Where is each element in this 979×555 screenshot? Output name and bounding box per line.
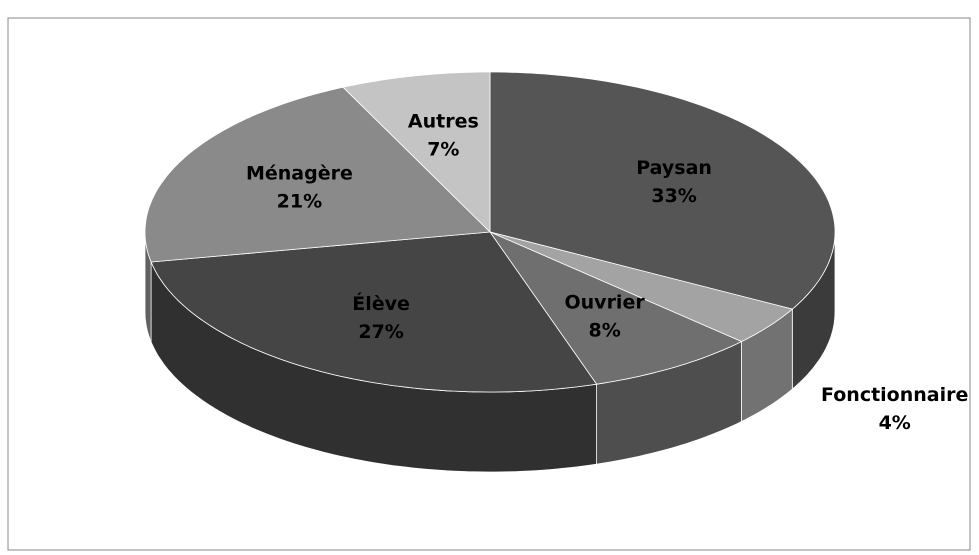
pie-slice [488, 231, 743, 385]
slice-label: Paysan [636, 157, 712, 179]
slice-label: Autres [408, 111, 479, 133]
slice-value-label: 8% [588, 319, 620, 341]
slice-label: Fonctionnaire [821, 384, 968, 406]
pie-slice [144, 86, 491, 263]
slice-value-label: 33% [651, 185, 696, 207]
pie-slice [489, 231, 794, 342]
slice-label: Ménagère [246, 162, 353, 184]
pie-slice [489, 71, 836, 310]
slice-label: Ouvrier [565, 291, 646, 313]
slice-value-label: 27% [358, 321, 403, 343]
slice-label: Élève [352, 292, 410, 315]
pie-slice [342, 71, 491, 233]
slice-value-label: 4% [879, 412, 911, 434]
slice-value-label: 21% [277, 190, 322, 212]
pie-slice [150, 231, 598, 393]
slice-value-label: 7% [427, 139, 459, 161]
